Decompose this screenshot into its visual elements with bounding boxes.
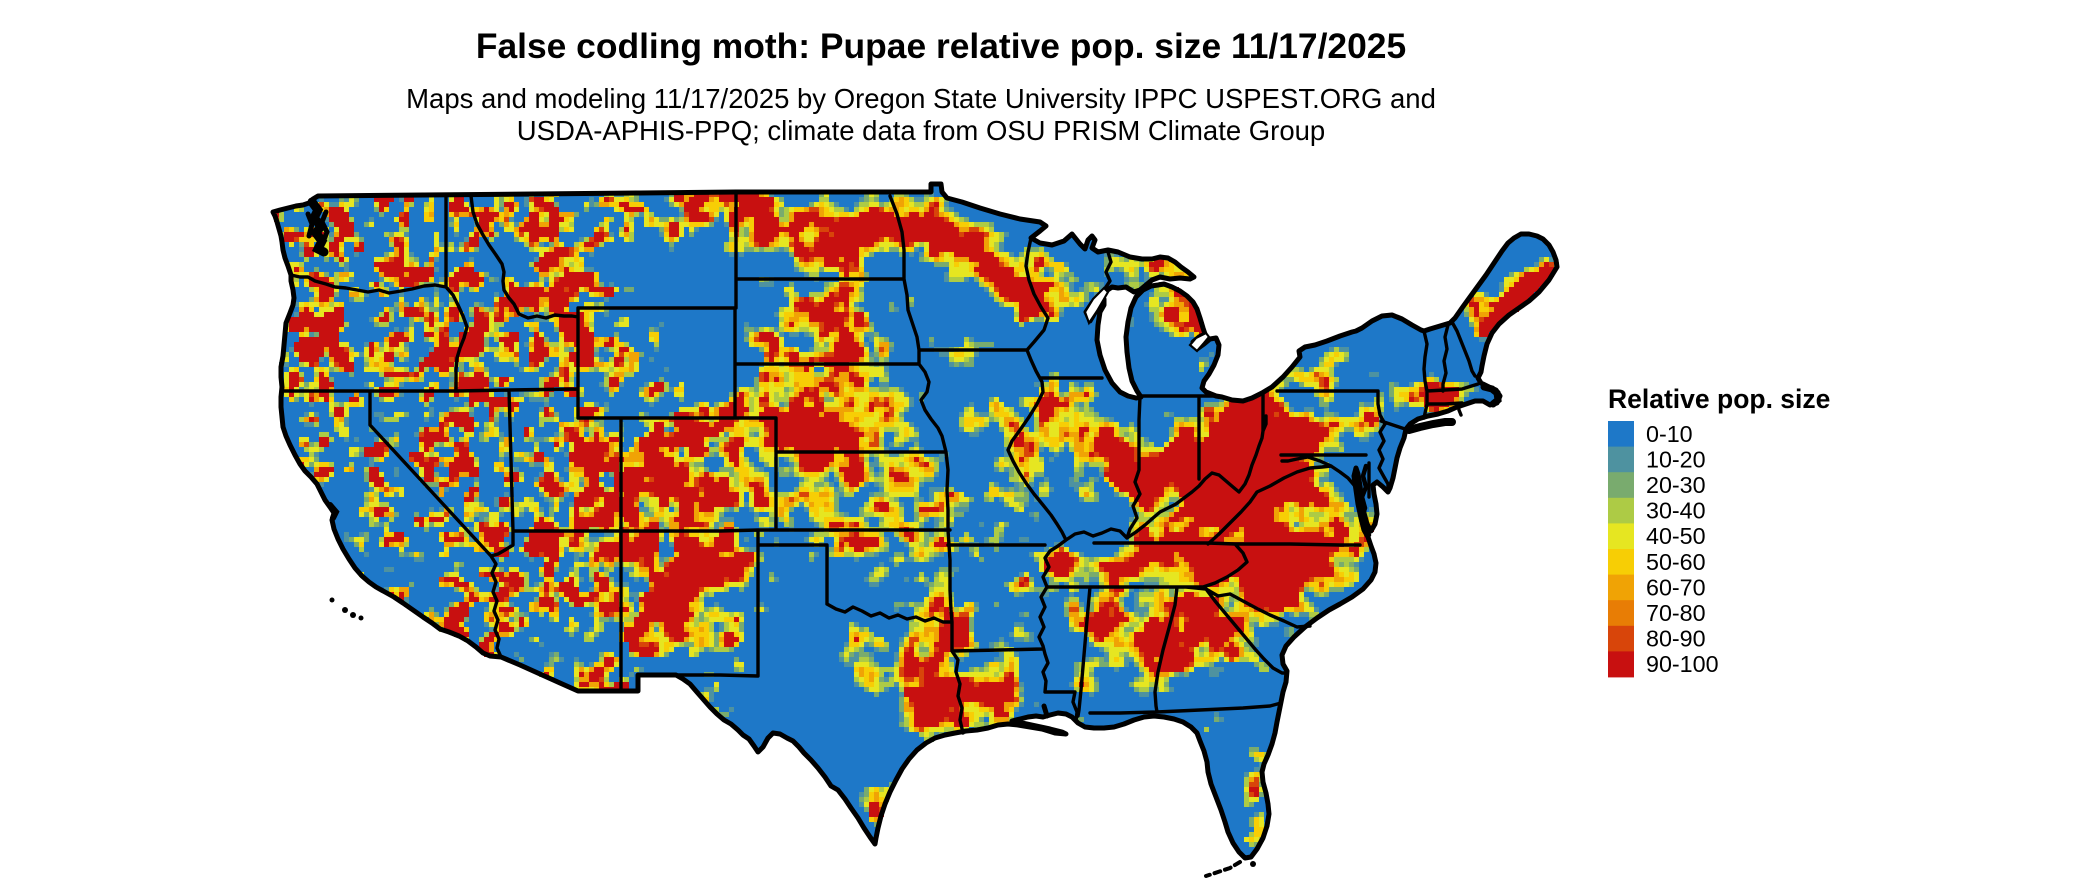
svg-text:20-30: 20-30	[1646, 472, 1706, 498]
svg-text:Maps and modeling 11/17/2025 b: Maps and modeling 11/17/2025 by Oregon S…	[406, 83, 1436, 114]
svg-text:40-50: 40-50	[1646, 523, 1706, 549]
svg-text:10-20: 10-20	[1646, 446, 1706, 472]
svg-text:50-60: 50-60	[1646, 549, 1706, 575]
svg-text:80-90: 80-90	[1646, 626, 1706, 652]
svg-text:70-80: 70-80	[1646, 600, 1706, 626]
svg-text:USDA-APHIS-PPQ; climate data f: USDA-APHIS-PPQ; climate data from OSU PR…	[517, 115, 1325, 146]
svg-text:False codling moth: Pupae rela: False codling moth: Pupae relative pop. …	[476, 26, 1406, 66]
svg-text:60-70: 60-70	[1646, 574, 1706, 600]
svg-text:Relative pop. size: Relative pop. size	[1608, 384, 1830, 414]
svg-text:90-100: 90-100	[1646, 651, 1719, 677]
svg-text:0-10: 0-10	[1646, 421, 1693, 447]
svg-text:30-40: 30-40	[1646, 498, 1706, 524]
